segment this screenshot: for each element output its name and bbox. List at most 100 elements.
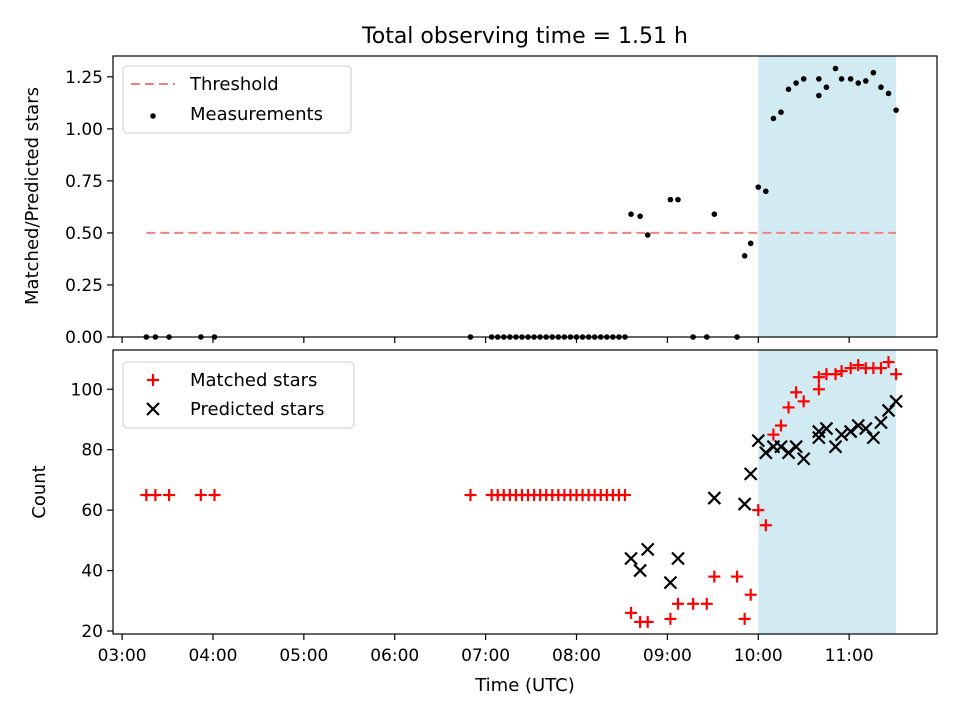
observing-window-shade-count	[758, 350, 897, 634]
predicted-star-stroke-b	[812, 424, 826, 439]
predicted-star-stroke-b	[624, 551, 638, 566]
matched-star-point	[767, 428, 780, 441]
measurement-point	[675, 196, 681, 203]
ratio-plot-frame	[112, 55, 938, 338]
predicted-star-point	[819, 421, 834, 436]
predicted-star-stroke-b	[866, 430, 881, 445]
x-axis-label: Time (UTC)	[474, 675, 575, 696]
predicted-star-stroke-b	[828, 439, 843, 454]
matched-star-point	[641, 615, 654, 628]
measurement-point	[893, 107, 899, 113]
measurement-point	[741, 253, 748, 259]
predicted-star-stroke-b	[707, 491, 722, 505]
count-y-tick-label: 100	[71, 380, 103, 400]
matched-star-point	[208, 489, 221, 502]
matched-star-point	[194, 489, 207, 502]
predicted-star-point	[889, 394, 903, 409]
legend-predicted-swatch	[146, 402, 160, 416]
predicted-star-point	[743, 467, 758, 481]
predicted-star-point	[866, 430, 881, 445]
predicted-star-point	[812, 424, 826, 439]
count-y-tick-label: 60	[81, 501, 103, 521]
count-y-tick-label: 80	[81, 441, 103, 461]
ratio-y-tick-label: 0.75	[65, 172, 103, 192]
matched-star-point	[149, 489, 162, 502]
x-tick-label: 07:00	[461, 646, 510, 666]
x-tick-label: 06:00	[370, 646, 419, 666]
measurement-point	[855, 80, 862, 86]
predicted-star-stroke-b	[874, 415, 888, 430]
legend-matched-label: Matched stars	[190, 370, 317, 391]
matched-star-point	[844, 362, 857, 375]
x-tick-label: 04:00	[188, 646, 237, 666]
matched-star-point	[464, 489, 477, 502]
legend-measurements-label: Measurements	[190, 104, 323, 125]
matched-star-point	[835, 365, 848, 378]
matched-star-point	[738, 612, 751, 625]
ratio-panel: Total observing time = 1.51 h 0.00 0.25 0.…	[22, 24, 938, 348]
legend-predicted-label: Predicted stars	[190, 399, 324, 420]
matched-star-point	[797, 395, 810, 408]
chart-title: Total observing time = 1.51 h	[361, 24, 688, 49]
measurement-point	[711, 211, 718, 217]
ratio-y-tick-label: 0.25	[65, 276, 103, 296]
matched-star-point	[744, 588, 757, 601]
predicted-star-stroke-b	[671, 551, 685, 566]
matched-star-point	[790, 386, 803, 399]
predicted-star-stroke-b	[751, 433, 766, 448]
predicted-star-point	[834, 427, 849, 442]
count-y-ticks: 20 40 60 80 100	[71, 380, 113, 642]
matched-star-point	[812, 383, 825, 396]
measurement-point	[770, 115, 777, 122]
matched-star-point	[731, 570, 744, 583]
predicted-star-point	[828, 439, 843, 454]
matched-star-point	[625, 606, 638, 619]
ratio-y-tick-label: 1.25	[65, 68, 103, 88]
legend-measurements-swatch	[150, 113, 156, 119]
predicted-star-point	[663, 575, 678, 590]
ratio-legend: Threshold Measurements	[122, 65, 352, 134]
predicted-star-stroke-b	[633, 563, 647, 578]
matched-star-point	[782, 401, 795, 414]
measurement-point	[878, 84, 884, 91]
count-y-tick-label: 20	[81, 622, 103, 642]
ratio-y-ticks: 0.00 0.25 0.50 0.75 1.00 1.25	[65, 68, 113, 348]
measurement-point	[755, 184, 762, 190]
count-panel: 20 40 60 80 100 03:00 04:00 05:00 06:00 07:00 08:…	[29, 349, 938, 696]
measurement-point	[628, 211, 634, 217]
matched-star-point	[874, 362, 887, 375]
x-tick-label: 03:00	[98, 646, 147, 666]
matched-star-point	[618, 489, 631, 502]
predicted-star-point	[671, 551, 685, 566]
matched-star-point	[708, 570, 721, 583]
predicted-star-stroke-b	[737, 497, 752, 511]
measurement-point	[823, 84, 830, 91]
measurement-point	[832, 65, 839, 72]
predicted-star-stroke-b	[851, 418, 866, 433]
measurement-point	[816, 92, 822, 99]
measurement-point	[838, 76, 845, 82]
predicted-star-stroke-b	[743, 467, 758, 481]
measurement-point	[667, 196, 674, 203]
matched-star-point	[829, 368, 842, 381]
count-plot-frame	[112, 349, 938, 635]
ratio-y-axis-label: Matched/Predicted stars	[22, 87, 43, 305]
matched-star-point	[163, 489, 176, 502]
measurement-point	[847, 76, 854, 82]
predicted-star-stroke-b	[774, 439, 788, 454]
measurement-point	[800, 76, 807, 82]
ratio-y-tick-label: 0.00	[65, 328, 103, 348]
legend-matched-swatch	[147, 374, 159, 386]
predicted-star-point	[751, 433, 766, 448]
predicted-star-stroke-b	[640, 542, 655, 557]
predicted-star-point	[874, 415, 888, 430]
count-y-tick-label: 40	[81, 562, 103, 582]
predicted-star-point	[737, 497, 752, 511]
ratio-y-tick-label: 0.50	[65, 224, 103, 244]
measurement-point	[793, 80, 799, 86]
measurement-point	[863, 78, 869, 84]
x-tick-label: 10:00	[734, 646, 783, 666]
predicted-star-point	[851, 418, 866, 433]
predicted-star-stroke-b	[834, 427, 849, 442]
count-legend: Matched stars Predicted stars	[122, 361, 355, 429]
